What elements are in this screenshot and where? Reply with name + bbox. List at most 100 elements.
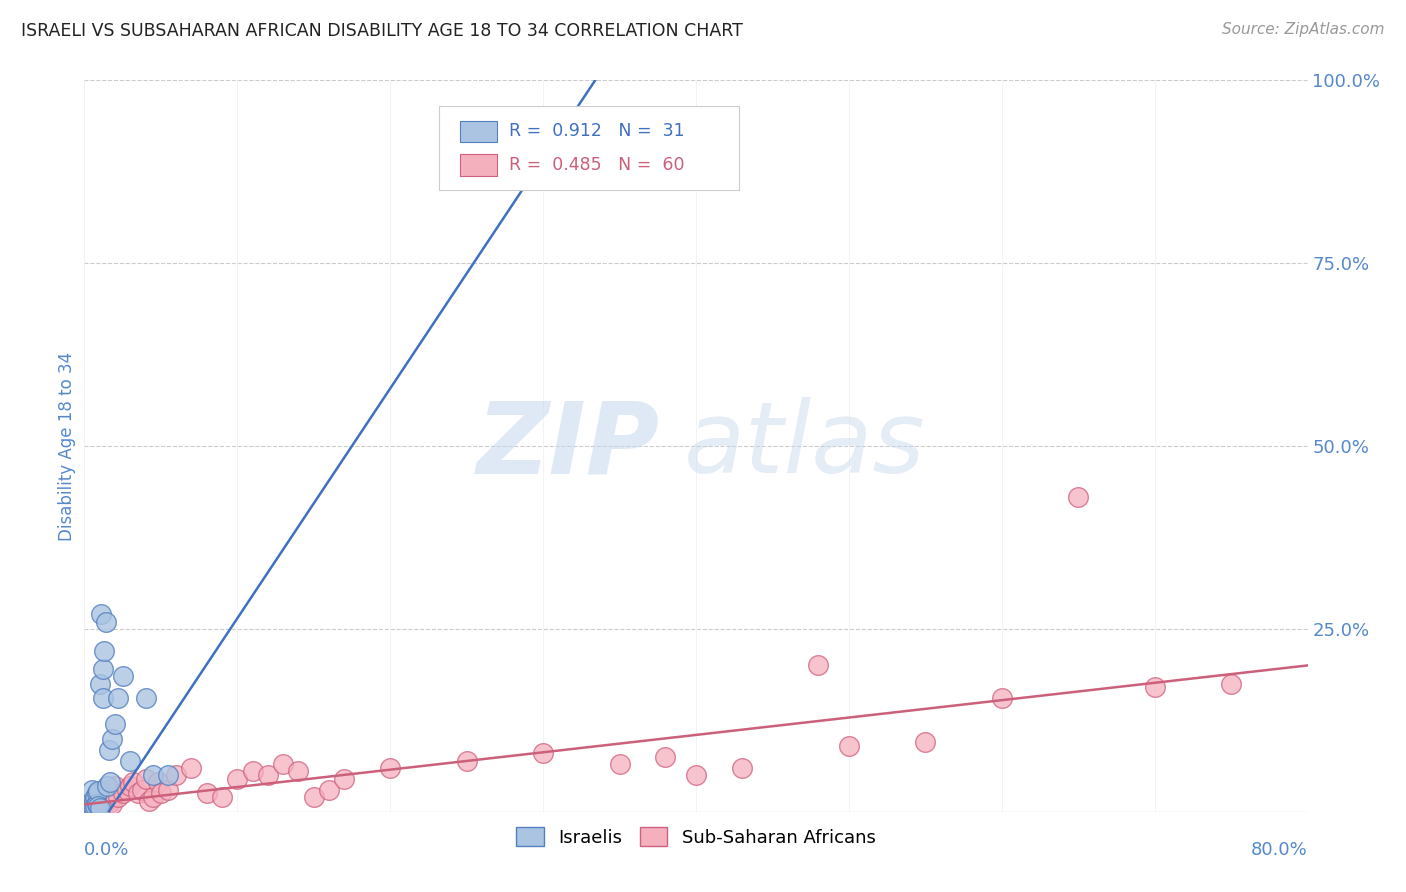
Text: Source: ZipAtlas.com: Source: ZipAtlas.com xyxy=(1222,22,1385,37)
Point xyxy=(83,794,105,808)
Point xyxy=(685,768,707,782)
Y-axis label: Disability Age 18 to 34: Disability Age 18 to 34 xyxy=(58,351,76,541)
Point xyxy=(90,798,112,813)
Bar xyxy=(460,154,496,176)
Point xyxy=(257,768,280,782)
Point xyxy=(226,772,249,786)
Point xyxy=(271,757,294,772)
Point xyxy=(135,772,157,786)
Text: R =  0.912   N =  31: R = 0.912 N = 31 xyxy=(509,122,685,140)
Legend: Israelis, Sub-Saharan Africans: Israelis, Sub-Saharan Africans xyxy=(509,820,883,854)
Point xyxy=(1143,681,1166,695)
Point xyxy=(731,761,754,775)
Point xyxy=(76,798,98,813)
Point xyxy=(94,615,117,629)
Point xyxy=(80,794,103,808)
Point xyxy=(83,791,105,805)
Text: 80.0%: 80.0% xyxy=(1251,841,1308,859)
Point xyxy=(101,797,124,812)
Point xyxy=(131,782,153,797)
Point xyxy=(77,797,100,812)
Point xyxy=(93,797,115,812)
Point xyxy=(138,794,160,808)
Point xyxy=(91,794,114,808)
Point xyxy=(97,742,120,756)
Text: ZIP: ZIP xyxy=(477,398,659,494)
Point xyxy=(80,801,103,815)
Point xyxy=(1067,490,1090,504)
Point xyxy=(609,757,631,772)
Point xyxy=(79,801,101,815)
Point xyxy=(83,801,105,815)
Point xyxy=(97,796,120,810)
Point xyxy=(80,798,103,813)
Point xyxy=(146,775,169,789)
Point xyxy=(456,754,478,768)
Point xyxy=(96,779,118,793)
Point xyxy=(84,790,107,805)
Point xyxy=(287,764,309,779)
Point xyxy=(104,779,127,793)
Point xyxy=(318,782,340,797)
Point xyxy=(89,676,111,690)
Point xyxy=(302,790,325,805)
Point xyxy=(914,735,936,749)
Text: R =  0.485   N =  60: R = 0.485 N = 60 xyxy=(509,156,685,174)
Point xyxy=(76,801,98,815)
Point xyxy=(807,658,830,673)
Point xyxy=(89,801,111,815)
Point xyxy=(838,739,860,753)
Point xyxy=(107,691,129,706)
Point xyxy=(86,797,108,812)
Point xyxy=(127,787,149,801)
Point xyxy=(104,717,127,731)
Point xyxy=(96,782,118,797)
Point xyxy=(98,775,121,789)
Point xyxy=(120,779,142,793)
Point xyxy=(79,801,101,815)
Point xyxy=(89,787,111,801)
Point xyxy=(380,761,402,775)
Point xyxy=(120,754,142,768)
Point xyxy=(242,764,264,779)
Point xyxy=(93,644,115,658)
FancyBboxPatch shape xyxy=(439,106,738,190)
Text: atlas: atlas xyxy=(683,398,925,494)
Point xyxy=(1220,676,1243,690)
Point xyxy=(142,768,165,782)
Point xyxy=(98,787,121,801)
Point xyxy=(91,662,114,676)
Point xyxy=(86,787,108,801)
Point xyxy=(180,761,202,775)
Point xyxy=(75,797,97,812)
Point xyxy=(531,746,554,760)
Point xyxy=(654,749,676,764)
Point xyxy=(111,787,134,801)
Point xyxy=(107,790,129,805)
Point xyxy=(86,797,108,812)
Point xyxy=(142,790,165,805)
Point xyxy=(195,787,218,801)
Point xyxy=(157,768,180,782)
Point xyxy=(90,607,112,622)
Text: ISRAELI VS SUBSAHARAN AFRICAN DISABILITY AGE 18 TO 34 CORRELATION CHART: ISRAELI VS SUBSAHARAN AFRICAN DISABILITY… xyxy=(21,22,742,40)
Point xyxy=(77,796,100,810)
Point xyxy=(87,784,110,798)
Point xyxy=(94,790,117,805)
Point xyxy=(83,798,105,813)
Point xyxy=(101,731,124,746)
Point xyxy=(165,768,187,782)
Text: 0.0%: 0.0% xyxy=(84,841,129,859)
Point xyxy=(84,790,107,805)
Bar xyxy=(460,120,496,143)
Point xyxy=(115,782,138,797)
Point xyxy=(87,798,110,813)
Point xyxy=(87,801,110,815)
Point xyxy=(149,787,172,801)
Point xyxy=(991,691,1014,706)
Point xyxy=(91,691,114,706)
Point xyxy=(211,790,233,805)
Point xyxy=(333,772,356,786)
Point xyxy=(111,669,134,683)
Point xyxy=(80,782,103,797)
